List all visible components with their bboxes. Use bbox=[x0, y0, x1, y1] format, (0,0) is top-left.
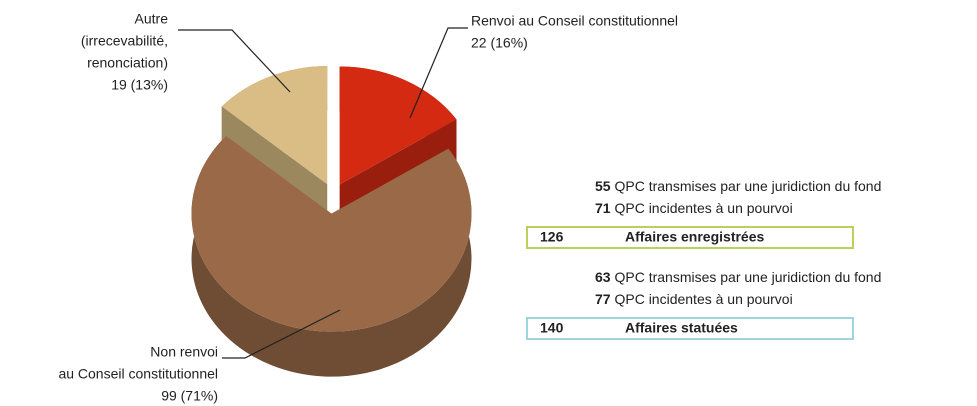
slice-value: 99 (71%) bbox=[161, 388, 218, 404]
summary-count: 77 bbox=[595, 291, 611, 307]
slice-label: (irrecevabilité, bbox=[81, 33, 168, 49]
summary-text: QPC incidentes à un pourvoi bbox=[614, 291, 792, 307]
summary-text: QPC incidentes à un pourvoi bbox=[614, 200, 792, 216]
slice-side bbox=[191, 136, 472, 377]
slice-label: Renvoi au Conseil constitutionnel bbox=[471, 13, 678, 29]
slice-label: Non renvoi bbox=[150, 344, 218, 360]
slice-value: 19 (13%) bbox=[111, 77, 168, 93]
slice-label: au Conseil constitutionnel bbox=[58, 366, 218, 382]
leader-line bbox=[409, 27, 468, 119]
slice bbox=[221, 66, 328, 185]
summary-box bbox=[526, 226, 854, 249]
slice-value: 22 (16%) bbox=[471, 35, 528, 51]
slice-label: Autre bbox=[135, 11, 169, 27]
summary-text: QPC transmises par une juridiction du fo… bbox=[614, 269, 881, 285]
summary-count: 63 bbox=[595, 269, 611, 285]
summary-item: 63 QPC transmises par une juridiction du… bbox=[595, 269, 881, 285]
slice bbox=[191, 136, 472, 332]
leader-line bbox=[178, 29, 291, 93]
summary-item: 55 QPC transmises par une juridiction du… bbox=[595, 178, 881, 194]
summary-text: QPC transmises par une juridiction du fo… bbox=[614, 178, 881, 194]
summary-total-label: Affaires enregistrées bbox=[625, 229, 765, 245]
slice-label: renonciation) bbox=[87, 55, 168, 71]
summary-item: 77 QPC incidentes à un pourvoi bbox=[595, 291, 793, 307]
summary-total: 140 bbox=[540, 320, 564, 336]
summary-total-label: Affaires statuées bbox=[625, 320, 738, 336]
slice bbox=[339, 66, 457, 185]
summary-total: 126 bbox=[540, 229, 564, 245]
summary-count: 55 bbox=[595, 178, 611, 194]
summary-item: 71 QPC incidentes à un pourvoi bbox=[595, 200, 793, 216]
summary-box bbox=[526, 317, 854, 340]
summary-count: 71 bbox=[595, 200, 611, 216]
leader-line bbox=[222, 309, 341, 359]
